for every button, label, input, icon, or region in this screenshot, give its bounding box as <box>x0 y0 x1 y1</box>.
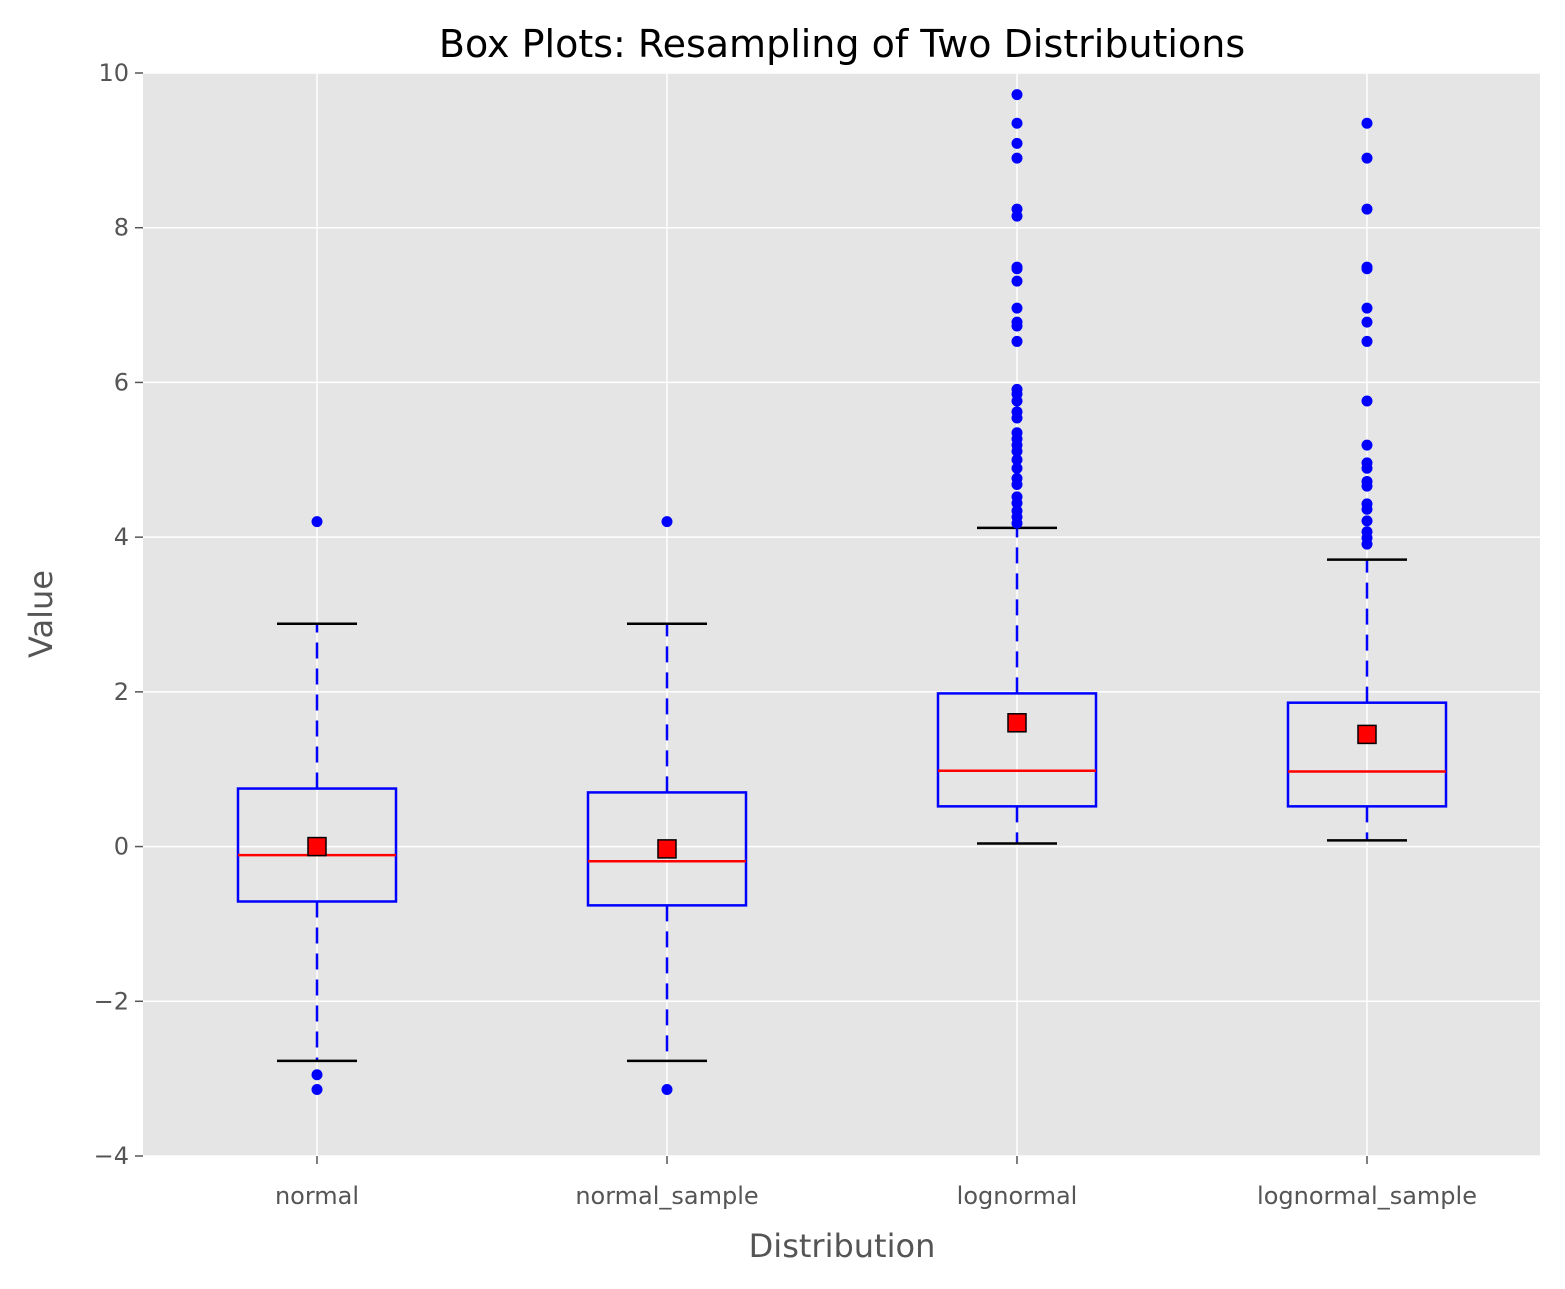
outlier-point <box>1361 316 1373 328</box>
box-lognormal <box>936 89 1098 845</box>
mean-marker <box>657 839 677 859</box>
boxes <box>236 89 1448 1095</box>
outlier-point <box>661 516 673 528</box>
y-axis-label: Value <box>22 570 60 658</box>
y-tick-label: 4 <box>114 523 129 551</box>
outlier-point <box>1361 302 1373 314</box>
outlier-point <box>1011 454 1023 466</box>
x-tick-label: lognormal <box>957 1182 1078 1210</box>
outlier-point <box>1011 497 1023 509</box>
outlier-point <box>1361 263 1373 275</box>
outlier-point <box>1361 203 1373 215</box>
outlier-point <box>1361 439 1373 451</box>
outlier-point <box>1011 89 1023 101</box>
outlier-point <box>1011 412 1023 424</box>
mean-marker <box>1357 724 1377 745</box>
x-tick-label: normal <box>275 1182 359 1210</box>
y-tick-label: −4 <box>94 1142 129 1170</box>
outlier-point <box>1361 462 1373 474</box>
plot-background <box>143 73 1540 1156</box>
iqr-box <box>936 692 1098 808</box>
x-ticks: normal normal_sample lognormal lognormal_sa… <box>275 1156 1477 1210</box>
box-lognormal_sample <box>1286 117 1448 842</box>
mean-marker <box>1007 713 1027 733</box>
outlier-point <box>1361 538 1373 550</box>
outlier-point <box>1361 335 1373 347</box>
y-tick-label: 2 <box>114 678 129 706</box>
outlier-point <box>661 1083 673 1095</box>
y-tick-label: −2 <box>94 987 129 1015</box>
outlier-point <box>1011 152 1023 164</box>
outlier-point <box>1361 152 1373 164</box>
outlier-point <box>1011 117 1023 129</box>
outlier-point <box>1011 517 1023 529</box>
outlier-point <box>311 516 323 528</box>
outlier-point <box>1361 395 1373 407</box>
outlier-point <box>1011 137 1023 149</box>
x-axis-label: Distribution <box>749 1227 936 1265</box>
outlier-point <box>1011 210 1023 222</box>
grid <box>143 72 1540 1157</box>
outlier-point <box>1011 263 1023 275</box>
outlier-point <box>1011 395 1023 407</box>
outlier-point <box>1011 462 1023 474</box>
outlier-point <box>311 1069 323 1081</box>
mean-marker <box>307 836 327 857</box>
box-normal <box>236 516 398 1095</box>
outlier-point <box>1011 302 1023 314</box>
y-ticks: −4 −2 0 2 4 6 8 10 <box>94 59 143 1170</box>
x-tick-label: lognormal_sample <box>1257 1182 1477 1210</box>
outlier-point <box>1361 503 1373 515</box>
x-tick-label: normal_sample <box>575 1182 758 1210</box>
outlier-point <box>1011 445 1023 457</box>
box-normal_sample <box>586 516 748 1095</box>
y-tick-label: 6 <box>114 368 129 396</box>
iqr-box <box>1286 701 1448 808</box>
outlier-point <box>1011 275 1023 287</box>
outlier-point <box>1011 335 1023 347</box>
y-tick-label: 0 <box>114 833 129 861</box>
chart-title: Box Plots: Resampling of Two Distributio… <box>439 22 1245 66</box>
outlier-point <box>1361 515 1373 527</box>
outlier-point <box>1361 117 1373 129</box>
outlier-point <box>311 1083 323 1095</box>
y-tick-label: 10 <box>98 59 129 87</box>
outlier-point <box>1011 320 1023 332</box>
outlier-point <box>1361 480 1373 492</box>
outlier-point <box>1011 479 1023 491</box>
y-tick-label: 8 <box>114 214 129 242</box>
iqr-box <box>586 791 748 907</box>
iqr-box <box>236 787 398 903</box>
